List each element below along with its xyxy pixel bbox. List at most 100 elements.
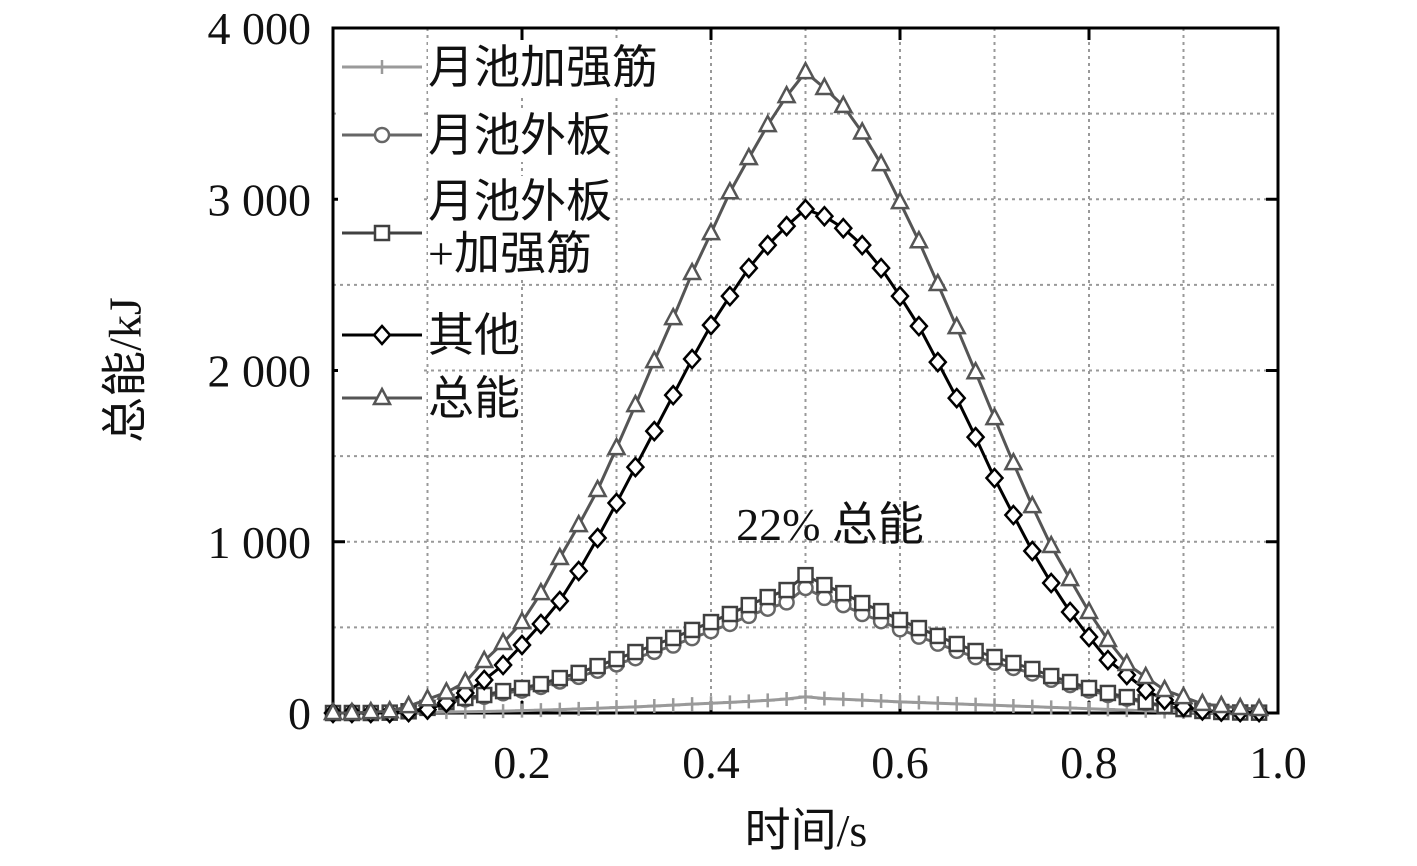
marker — [571, 701, 586, 716]
marker — [1097, 628, 1118, 648]
marker — [947, 387, 967, 409]
marker — [627, 643, 644, 661]
marker — [625, 393, 646, 413]
marker — [647, 698, 662, 713]
marker — [373, 224, 391, 242]
y-tick-label: 2 000 — [208, 346, 312, 397]
y-tick-label: 3 000 — [208, 174, 312, 225]
x-tick-label: 0.6 — [871, 737, 929, 788]
marker — [608, 650, 625, 668]
marker — [836, 692, 851, 707]
marker — [570, 664, 587, 682]
marker — [967, 642, 984, 660]
marker — [552, 702, 567, 717]
marker — [417, 687, 438, 707]
marker — [1042, 667, 1060, 685]
marker — [1006, 698, 1021, 713]
marker — [1041, 534, 1062, 554]
marker — [852, 234, 872, 257]
marker — [322, 701, 344, 721]
marker — [757, 113, 778, 133]
legend-label: 月池外板 — [428, 110, 612, 162]
marker — [798, 689, 813, 704]
marker — [587, 527, 608, 549]
marker — [1082, 701, 1096, 716]
marker — [609, 700, 624, 715]
marker — [739, 257, 759, 279]
marker — [360, 700, 381, 720]
marker — [1041, 572, 1061, 594]
marker — [1211, 694, 1232, 714]
marker — [949, 696, 964, 711]
marker — [379, 699, 400, 719]
marker — [871, 257, 891, 279]
marker — [968, 697, 983, 712]
x-tick-label: 0.8 — [1060, 737, 1118, 788]
marker — [910, 619, 928, 637]
marker — [663, 306, 684, 326]
marker — [683, 621, 701, 639]
legend-label: 其他 — [428, 310, 520, 362]
marker — [477, 704, 492, 719]
marker — [1135, 665, 1156, 685]
marker — [1100, 702, 1115, 717]
marker — [984, 406, 1005, 426]
marker — [965, 360, 986, 380]
marker — [515, 703, 529, 718]
marker — [1192, 692, 1213, 712]
marker — [494, 682, 512, 700]
marker — [721, 605, 739, 623]
marker — [663, 384, 683, 407]
marker — [606, 492, 627, 514]
marker — [1078, 600, 1100, 620]
x-tick-label: 0.4 — [682, 737, 740, 788]
marker — [874, 694, 889, 709]
marker — [568, 513, 589, 533]
marker — [372, 324, 392, 346]
marker — [1080, 679, 1098, 697]
marker — [341, 701, 362, 721]
marker — [398, 694, 419, 714]
marker — [1173, 685, 1194, 705]
marker — [948, 635, 965, 653]
plot-frame — [331, 26, 1280, 715]
marker — [1136, 679, 1156, 701]
marker — [493, 654, 513, 676]
marker — [644, 349, 665, 369]
marker — [569, 560, 589, 582]
marker — [776, 84, 797, 104]
marker — [1061, 673, 1079, 691]
annotation: 22% 总能 — [736, 499, 924, 550]
marker — [871, 152, 892, 172]
marker — [776, 215, 797, 238]
marker — [814, 76, 835, 96]
marker — [720, 285, 740, 308]
marker — [965, 426, 986, 448]
marker — [797, 566, 814, 584]
marker — [760, 693, 775, 708]
marker — [551, 669, 569, 687]
marker — [1098, 649, 1118, 671]
legend-bg — [338, 172, 424, 222]
marker — [1079, 626, 1099, 648]
marker — [1060, 567, 1081, 587]
marker — [704, 696, 718, 711]
marker — [946, 315, 967, 335]
marker — [474, 649, 495, 669]
marker — [778, 581, 795, 599]
marker — [606, 436, 627, 456]
marker — [1099, 684, 1117, 702]
marker — [685, 697, 700, 712]
marker — [666, 698, 681, 713]
marker — [891, 611, 909, 629]
x-tick-label: 1.0 — [1249, 737, 1307, 788]
x-tick-label: 0.2 — [493, 737, 551, 788]
marker — [496, 704, 511, 719]
marker — [511, 610, 533, 630]
marker — [927, 272, 948, 292]
marker — [758, 234, 778, 257]
marker — [759, 588, 776, 606]
marker — [889, 190, 911, 210]
